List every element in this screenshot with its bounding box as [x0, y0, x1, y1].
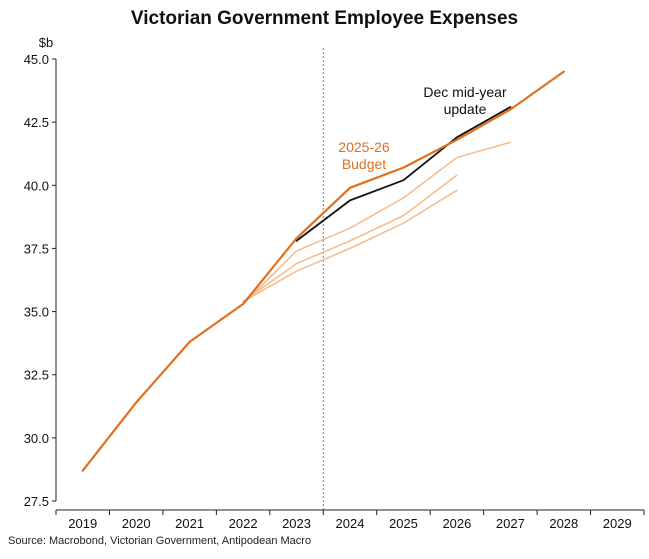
annotation-myefo-label: Dec mid-year	[423, 84, 507, 100]
y-tick-label: 30.0	[24, 431, 49, 446]
source-note: Source: Macrobond, Victorian Government,…	[8, 535, 312, 547]
x-tick-label: 2019	[68, 516, 97, 531]
x-tick-label: 2026	[442, 516, 471, 531]
x-tick-label: 2021	[175, 516, 204, 531]
y-tick-label: 27.5	[24, 494, 49, 509]
y-tick-label: 40.0	[24, 178, 49, 193]
series-line-prior2	[242, 174, 458, 303]
y-tick-label: 42.5	[24, 115, 49, 130]
x-tick-label: 2028	[549, 516, 578, 531]
x-tick-label: 2022	[229, 516, 258, 531]
y-axis-label: $b	[39, 35, 53, 50]
y-tick-label: 45.0	[24, 52, 49, 67]
x-tick-label: 2020	[122, 516, 151, 531]
series-line-prior3	[242, 141, 512, 305]
x-tick-label: 2024	[336, 516, 365, 531]
y-tick-label: 37.5	[24, 241, 49, 256]
x-tick-label: 2023	[282, 516, 311, 531]
x-tick-label: 2025	[389, 516, 418, 531]
annotation-myefo-label: update	[444, 101, 487, 117]
y-tick-label: 32.5	[24, 368, 49, 383]
chart-title: Victorian Government Employee Expenses	[130, 8, 519, 29]
y-tick-label: 35.0	[24, 305, 49, 320]
series-line-budget	[81, 70, 565, 472]
x-tick-label: 2029	[603, 516, 632, 531]
annotation-budget-label: 2025-26	[338, 139, 390, 155]
series-line-myefo	[295, 106, 512, 242]
series-line-prior1	[242, 189, 458, 303]
annotation-budget-label: Budget	[342, 156, 386, 172]
x-tick-label: 2027	[496, 516, 525, 531]
